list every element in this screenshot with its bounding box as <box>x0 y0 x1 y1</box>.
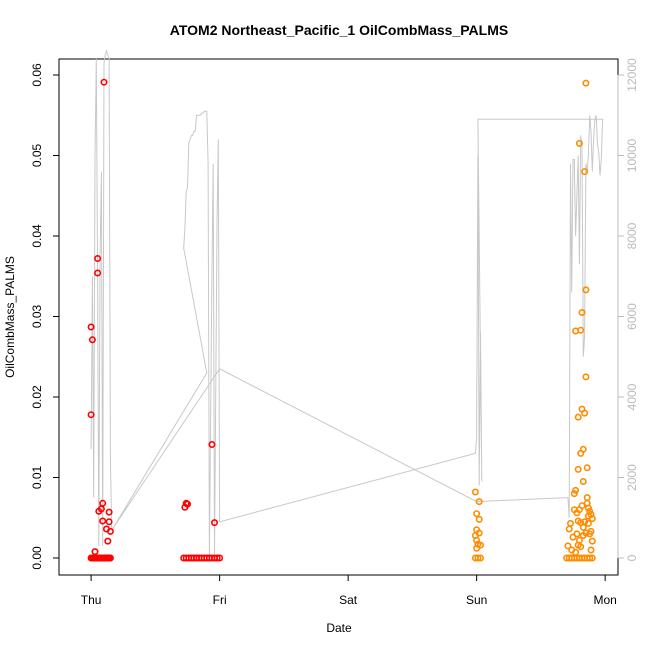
x-tick-label: Fri <box>213 593 227 607</box>
y2-tick-label: 10000 <box>625 138 639 172</box>
series-1-point <box>104 537 112 545</box>
series-2-point <box>476 554 484 562</box>
series-2-point <box>574 465 582 473</box>
series-2-point <box>587 546 595 554</box>
series-1-point <box>87 411 95 419</box>
series-2-point <box>581 409 589 417</box>
series-2-point <box>575 139 583 147</box>
secondary-series-line <box>90 49 604 559</box>
series-1-point <box>100 78 108 86</box>
series-2-point <box>473 536 481 544</box>
series-2-point <box>582 79 590 87</box>
series-1-point <box>91 548 99 556</box>
series-2-point <box>473 510 481 518</box>
series-2-point <box>582 286 590 294</box>
y2-tick-label: 4000 <box>625 383 639 410</box>
x-tick-label: Sat <box>339 593 358 607</box>
series-1-point <box>99 499 107 507</box>
series-2-point <box>564 542 572 550</box>
series-2-point <box>572 486 580 494</box>
series-1-point <box>213 554 221 562</box>
x-tick-label: Sun <box>466 593 487 607</box>
series-2-point <box>578 308 586 316</box>
series-1-point <box>88 336 96 344</box>
series-1-point <box>216 554 224 562</box>
y-tick-label: 0.01 <box>30 465 44 489</box>
series-2-point <box>583 464 591 472</box>
series-1-point <box>106 554 114 562</box>
series-1-point <box>94 255 102 263</box>
series-2-point <box>579 477 587 485</box>
series-2-point <box>565 525 573 533</box>
y2-tick-label: 8000 <box>625 222 639 249</box>
series-2-point <box>581 168 589 176</box>
series-1-point <box>211 519 219 527</box>
series-2-point <box>475 529 483 537</box>
series-2-point <box>587 510 595 518</box>
series-2-point <box>566 519 574 527</box>
series-2-point <box>573 509 581 517</box>
y-tick-label: 0.02 <box>30 385 44 409</box>
series-2-point <box>476 541 484 549</box>
y-tick-label: 0.06 <box>30 63 44 87</box>
y-tick-label: 0.04 <box>30 224 44 248</box>
series-2-point <box>579 445 587 453</box>
series-2-point <box>584 504 592 512</box>
series-1-point <box>87 323 95 331</box>
series-2-point <box>579 523 587 531</box>
series-2-point <box>582 373 590 381</box>
series-1-point <box>106 527 114 535</box>
series-1-point <box>208 440 216 448</box>
y-axis-label: OilCombMass_PALMS <box>3 256 17 378</box>
series-1-point <box>94 269 102 277</box>
chart-title: ATOM2 Northeast_Pacific_1 OilCombMass_PA… <box>170 22 508 38</box>
series-2-point <box>475 498 483 506</box>
x-axis-label: Date <box>326 621 352 635</box>
series-2-point <box>474 554 482 562</box>
series-2-point <box>581 518 589 526</box>
y-tick-label: 0.05 <box>30 143 44 167</box>
series-2-point <box>573 530 581 538</box>
series-2-point <box>586 554 594 562</box>
y2-tick-label: 0 <box>625 554 639 561</box>
x-tick-label: Mon <box>593 593 616 607</box>
series-2-point <box>577 326 585 334</box>
series-2-point <box>588 554 596 562</box>
series-2-point <box>471 488 479 496</box>
plot-area-border <box>58 58 619 576</box>
series-1-point <box>105 518 113 526</box>
series-2-point <box>584 519 592 527</box>
series-2-point <box>588 515 596 523</box>
series-2-point <box>586 530 594 538</box>
y2-tick-label: 12000 <box>625 58 639 92</box>
series-2-point <box>475 515 483 523</box>
series-2-point <box>582 529 590 537</box>
series-1-point <box>105 508 113 516</box>
y-tick-label: 0.03 <box>30 304 44 328</box>
series-1-point <box>99 517 107 525</box>
series-2-point <box>574 413 582 421</box>
series-1-point <box>184 500 192 508</box>
y2-tick-label: 2000 <box>625 464 639 491</box>
series-2-point <box>588 537 596 545</box>
series-2-point <box>577 543 585 551</box>
y2-tick-label: 6000 <box>625 303 639 330</box>
x-tick-label: Thu <box>81 593 102 607</box>
series-2-point <box>583 494 591 502</box>
y-tick-label: 0.00 <box>30 546 44 570</box>
